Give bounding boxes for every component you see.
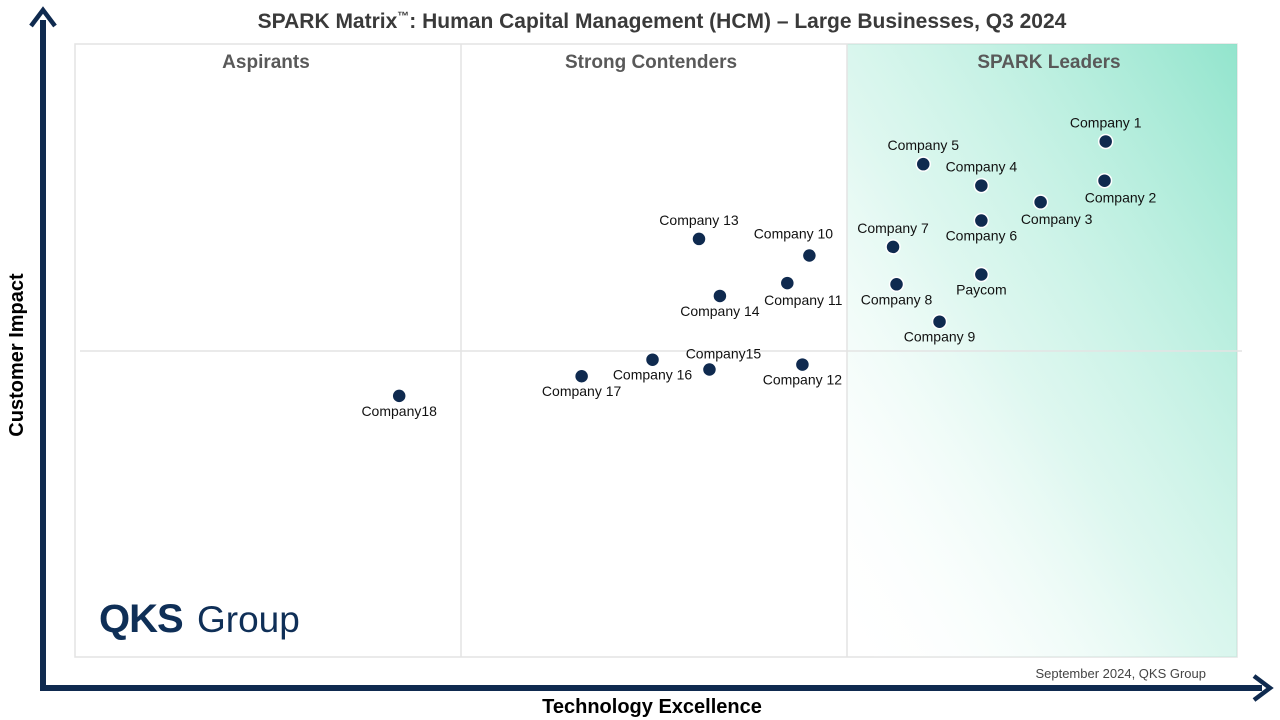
- point-label: Company 3: [1021, 211, 1093, 227]
- point-marker: [973, 266, 990, 283]
- point-company-13: Company 13: [659, 212, 739, 247]
- point-company18: Company18: [361, 388, 437, 419]
- point-label: Company 9: [904, 329, 976, 345]
- data-points: Company 1 Company 2 Company 3 Company 4 Comp…: [361, 114, 1156, 418]
- quadrant-label-aspirants: Aspirants: [222, 52, 310, 73]
- point-company-5: Company 5: [887, 137, 959, 172]
- point-label: Company 14: [680, 303, 760, 319]
- point-label: Company 10: [754, 225, 834, 241]
- point-marker: [691, 231, 707, 247]
- point-marker: [801, 247, 818, 264]
- point-company-1: Company 1: [1070, 114, 1142, 150]
- x-axis-arrow-icon: [1252, 674, 1274, 702]
- point-marker: [1096, 172, 1113, 189]
- logo-group-text: Group: [197, 599, 300, 640]
- point-company-11: Company 11: [764, 275, 843, 308]
- axes: [29, 6, 1274, 702]
- point-company-9: Company 9: [904, 313, 976, 345]
- point-paycom: Paycom: [956, 266, 1007, 297]
- point-company-3: Company 3: [1021, 194, 1093, 227]
- point-company-4: Company 4: [946, 159, 1018, 194]
- point-label: Company 4: [946, 159, 1018, 175]
- point-label: Company 6: [946, 228, 1018, 244]
- point-company-14: Company 14: [680, 288, 760, 319]
- point-label: Company 1: [1070, 114, 1142, 130]
- quadrant-label-strong-contenders: Strong Contenders: [565, 52, 737, 73]
- point-label: Company 17: [542, 383, 622, 399]
- point-company-10: Company 10: [754, 225, 834, 264]
- point-label: Company 13: [659, 212, 739, 228]
- point-company-2: Company 2: [1085, 172, 1157, 206]
- point-label: Company15: [686, 346, 762, 362]
- point-marker: [779, 275, 796, 291]
- point-marker: [973, 177, 990, 194]
- footnote: September 2024, QKS Group: [1035, 666, 1206, 681]
- point-company15: Company15: [686, 346, 762, 378]
- point-label: Paycom: [956, 281, 1007, 297]
- point-marker: [1097, 133, 1114, 150]
- point-marker: [888, 276, 905, 293]
- point-marker: [573, 368, 590, 384]
- point-marker: [701, 361, 718, 378]
- point-marker: [915, 156, 932, 172]
- qks-group-logo: QKS Group: [99, 597, 300, 641]
- point-label: Company 16: [613, 367, 693, 383]
- point-marker: [931, 313, 948, 330]
- point-marker: [885, 239, 901, 255]
- point-label: Company 11: [764, 292, 843, 308]
- point-marker: [794, 356, 811, 373]
- x-axis-label: Technology Excellence: [542, 696, 762, 718]
- point-marker: [1032, 194, 1049, 210]
- point-marker: [391, 388, 407, 404]
- point-label: Company 12: [763, 372, 843, 388]
- point-label: Company18: [361, 403, 437, 419]
- point-label: Company 7: [857, 220, 929, 236]
- point-company-6: Company 6: [946, 212, 1018, 244]
- point-label: Company 5: [887, 137, 959, 153]
- point-company-16: Company 16: [613, 351, 693, 383]
- point-marker: [644, 351, 661, 368]
- point-label: Company 2: [1085, 190, 1157, 206]
- point-marker: [973, 212, 990, 229]
- y-axis-label: Customer Impact: [6, 273, 28, 437]
- quadrant-label-spark-leaders: SPARK Leaders: [977, 52, 1120, 73]
- point-label: Company 8: [861, 291, 933, 307]
- chart-title: SPARK Matrix™: Human Capital Management …: [258, 9, 1067, 33]
- y-axis-arrow-icon: [29, 6, 57, 28]
- point-marker: [712, 288, 728, 304]
- logo-qks-text: QKS: [99, 597, 183, 641]
- point-company-17: Company 17: [542, 368, 622, 399]
- point-company-8: Company 8: [861, 276, 933, 307]
- point-company-12: Company 12: [763, 356, 843, 388]
- point-company-7: Company 7: [857, 220, 929, 255]
